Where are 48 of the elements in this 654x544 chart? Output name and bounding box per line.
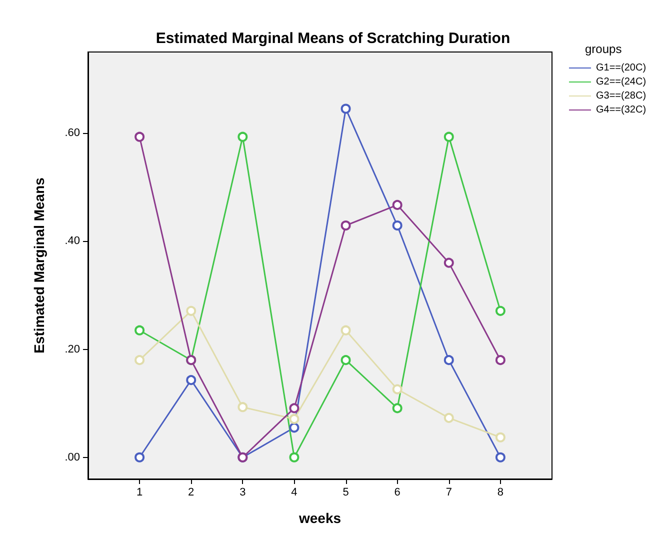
- point: [289, 452, 300, 462]
- point: [495, 355, 506, 366]
- point: [134, 325, 145, 336]
- point: [134, 355, 145, 366]
- legend-label: G3==(28C): [596, 90, 646, 102]
- x-tick-label: 1: [136, 486, 143, 498]
- point: [289, 414, 300, 424]
- legend-label: G4==(32C): [596, 104, 646, 116]
- point: [392, 220, 402, 230]
- y-tick-label: .20: [64, 343, 80, 356]
- legend-title: groups: [585, 42, 622, 56]
- point: [186, 306, 196, 316]
- x-tick-label: 4: [291, 486, 298, 498]
- point: [340, 220, 351, 230]
- legend-label: G2==(24C): [596, 76, 646, 88]
- chart-title: Estimated Marginal Means of Scratching Duration: [156, 30, 510, 47]
- y-axis-title: Estimated Marginal Means: [31, 177, 47, 354]
- point: [289, 403, 300, 414]
- point: [238, 402, 248, 412]
- point: [392, 200, 402, 210]
- point: [340, 104, 351, 114]
- point: [186, 375, 196, 386]
- y-tick-label: .60: [64, 127, 80, 140]
- point: [392, 384, 402, 394]
- point: [444, 355, 454, 366]
- point: [392, 403, 402, 414]
- x-tick-label: 8: [497, 486, 504, 498]
- point: [238, 132, 248, 142]
- point: [444, 132, 454, 142]
- x-tick-label: 2: [188, 486, 194, 498]
- x-tick-label: 7: [446, 486, 452, 498]
- point: [134, 132, 145, 142]
- point: [340, 325, 351, 336]
- point: [495, 306, 506, 316]
- y-tick-label: .00: [64, 451, 80, 464]
- x-axis-title: weeks: [298, 510, 342, 526]
- point: [340, 355, 351, 366]
- x-tick-label: 3: [240, 486, 246, 498]
- point: [444, 258, 454, 268]
- x-tick-label: 6: [394, 486, 400, 498]
- point: [444, 412, 454, 423]
- point: [289, 422, 300, 433]
- x-tick-label: 5: [342, 486, 349, 498]
- point: [134, 452, 145, 462]
- point: [495, 452, 506, 462]
- point: [495, 432, 506, 442]
- legend-label: G1==(20C): [596, 62, 646, 74]
- y-tick-label: .40: [64, 235, 80, 248]
